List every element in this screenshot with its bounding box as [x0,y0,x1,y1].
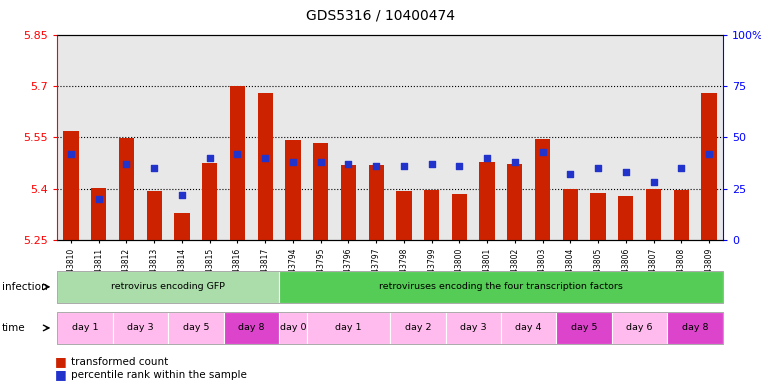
Point [314,159,326,165]
Bar [562,189,578,240]
Text: retroviruses encoding the four transcription factors: retroviruses encoding the four transcrip… [379,282,623,291]
Point [370,163,382,169]
Point [176,192,188,198]
Point [537,149,549,155]
Point [564,171,576,177]
Bar [479,162,495,240]
Bar [452,194,467,240]
Text: day 1: day 1 [335,323,361,333]
Text: day 5: day 5 [183,323,209,333]
Text: ■: ■ [55,368,66,381]
Text: day 0: day 0 [279,323,306,333]
Text: transformed count: transformed count [71,357,168,367]
Text: day 6: day 6 [626,323,653,333]
Bar [91,188,107,240]
Text: day 8: day 8 [682,323,708,333]
Text: ■: ■ [55,355,66,368]
Point [648,179,660,185]
Bar [313,144,328,240]
Bar [368,166,384,240]
Point [481,155,493,161]
Text: day 3: day 3 [127,323,154,333]
Bar [341,166,356,240]
Point [287,159,299,165]
Point [342,161,355,167]
Point [231,151,244,157]
Point [204,155,216,161]
Bar [147,191,162,240]
Text: day 1: day 1 [72,323,98,333]
Bar [424,190,439,240]
Point [592,165,604,171]
Text: day 2: day 2 [405,323,431,333]
Text: day 3: day 3 [460,323,486,333]
Text: percentile rank within the sample: percentile rank within the sample [71,370,247,380]
Bar [618,196,633,240]
Point [454,163,466,169]
Bar [257,93,272,240]
Bar [285,140,301,240]
Point [675,165,687,171]
Point [259,155,271,161]
Bar [230,86,245,240]
Text: infection: infection [2,282,47,292]
Point [703,151,715,157]
Bar [673,190,689,240]
Point [148,165,161,171]
Point [509,159,521,165]
Point [120,161,132,167]
Text: day 4: day 4 [515,323,542,333]
Text: retrovirus encoding GFP: retrovirus encoding GFP [111,282,225,291]
Text: GDS5316 / 10400474: GDS5316 / 10400474 [306,8,455,22]
Bar [63,131,78,240]
Bar [396,191,412,240]
Text: day 5: day 5 [571,323,597,333]
Point [619,169,632,175]
Bar [119,138,134,240]
Bar [535,139,550,240]
Point [398,163,410,169]
Bar [646,189,661,240]
Point [425,161,438,167]
Point [93,196,105,202]
Text: time: time [2,323,25,333]
Bar [202,163,218,240]
Point [65,151,77,157]
Bar [508,164,523,240]
Bar [174,213,189,240]
Text: day 8: day 8 [238,323,265,333]
Bar [591,194,606,240]
Bar [702,93,717,240]
